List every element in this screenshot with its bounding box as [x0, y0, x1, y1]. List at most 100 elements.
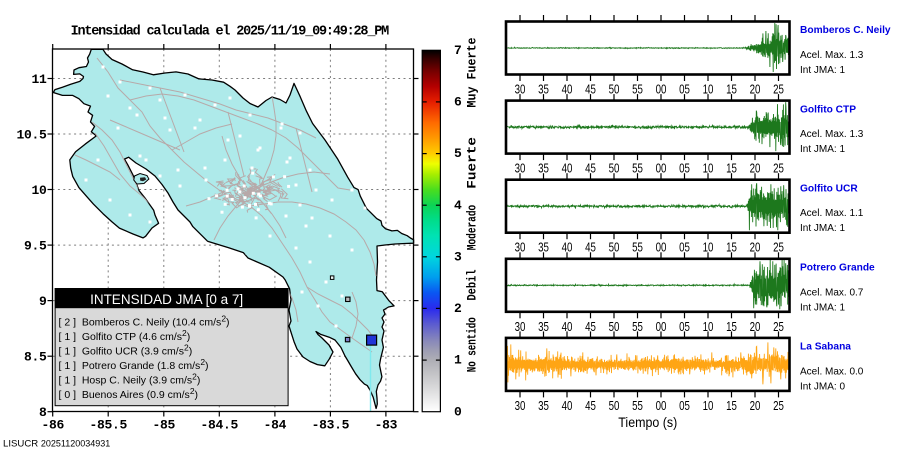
svg-text:10: 10: [703, 161, 714, 176]
svg-text:05: 05: [679, 161, 690, 176]
svg-text:40: 40: [562, 82, 573, 97]
svg-text:55: 55: [632, 82, 643, 97]
svg-text:05: 05: [679, 240, 690, 255]
svg-text:10: 10: [31, 183, 47, 198]
svg-text:45: 45: [585, 161, 596, 176]
svg-text:15: 15: [726, 319, 737, 334]
svg-text:Fuerte: Fuerte: [466, 137, 480, 189]
svg-text:50: 50: [609, 240, 620, 255]
svg-text:-83: -83: [375, 418, 398, 433]
svg-text:00: 00: [656, 240, 667, 255]
svg-text:0: 0: [454, 404, 462, 419]
svg-text:8.5: 8.5: [24, 350, 47, 365]
svg-text:Golfito UCR: Golfito UCR: [800, 183, 858, 194]
svg-text:25: 25: [773, 319, 784, 334]
svg-text:Golfito CTP: Golfito CTP: [800, 104, 856, 115]
svg-text:Int JMA: 0: Int JMA: 0: [800, 381, 845, 392]
svg-text:50: 50: [609, 82, 620, 97]
svg-text:15: 15: [726, 82, 737, 97]
svg-text:-85.5: -85.5: [89, 418, 127, 433]
svg-text:55: 55: [632, 240, 643, 255]
svg-text:[ 1 ] Golfito CTP (4.6 cm/s2): [ 1 ] Golfito CTP (4.6 cm/s2): [59, 328, 191, 343]
svg-text:40: 40: [562, 161, 573, 176]
svg-text:25: 25: [773, 161, 784, 176]
svg-text:11: 11: [31, 72, 47, 87]
svg-text:Intensidad calculada el 2025/1: Intensidad calculada el 2025/11/19_09:49…: [71, 24, 390, 39]
svg-text:20: 20: [750, 240, 761, 255]
svg-text:8: 8: [39, 405, 47, 420]
svg-text:30: 30: [515, 240, 526, 255]
svg-text:20: 20: [750, 82, 761, 97]
svg-text:Int JMA: 1: Int JMA: 1: [800, 302, 845, 313]
svg-text:7: 7: [454, 43, 462, 58]
svg-text:40: 40: [562, 319, 573, 334]
svg-text:[ 1 ] Hosp C. Neily (3.9 cm/s: [ 1 ] Hosp C. Neily (3.9 cm/s2): [59, 372, 201, 387]
svg-text:[ 2 ] Bomberos C. Neily (10.4: [ 2 ] Bomberos C. Neily (10.4 cm/s2): [59, 313, 230, 328]
svg-text:15: 15: [726, 398, 737, 413]
svg-text:5: 5: [454, 146, 462, 161]
svg-text:45: 45: [585, 82, 596, 97]
svg-text:[ 0 ] Buenos Aires (0.9 cm/s2: [ 0 ] Buenos Aires (0.9 cm/s2): [59, 386, 199, 401]
svg-text:-85: -85: [153, 418, 176, 433]
svg-text:Acel. Max. 1.3: Acel. Max. 1.3: [800, 50, 864, 61]
svg-text:LISUCR 20251120034931: LISUCR 20251120034931: [3, 439, 110, 450]
svg-text:00: 00: [656, 398, 667, 413]
svg-text:50: 50: [609, 161, 620, 176]
svg-text:Acel. Max. 0.7: Acel. Max. 0.7: [800, 287, 864, 298]
svg-text:10: 10: [703, 240, 714, 255]
svg-text:La Sabana: La Sabana: [800, 342, 851, 353]
svg-text:Muy Fuerte: Muy Fuerte: [466, 38, 480, 108]
svg-text:9: 9: [39, 294, 47, 309]
svg-text:40: 40: [562, 240, 573, 255]
svg-text:-84.5: -84.5: [201, 418, 239, 433]
svg-text:35: 35: [538, 240, 549, 255]
svg-text:[ 1 ] Potrero Grande (1.8 cm/: [ 1 ] Potrero Grande (1.8 cm/s2): [59, 357, 209, 372]
svg-text:Moderado: Moderado: [466, 205, 480, 250]
svg-text:Acel. Max. 1.3: Acel. Max. 1.3: [800, 129, 864, 140]
svg-text:05: 05: [679, 398, 690, 413]
svg-text:10: 10: [703, 82, 714, 97]
svg-text:55: 55: [632, 398, 643, 413]
svg-text:20: 20: [750, 319, 761, 334]
svg-text:6: 6: [454, 95, 462, 110]
svg-text:35: 35: [538, 398, 549, 413]
svg-text:10.5: 10.5: [16, 128, 47, 143]
svg-text:Int JMA: 1: Int JMA: 1: [800, 65, 845, 76]
svg-text:35: 35: [538, 82, 549, 97]
svg-text:25: 25: [773, 398, 784, 413]
svg-text:30: 30: [515, 82, 526, 97]
svg-text:25: 25: [773, 82, 784, 97]
svg-text:45: 45: [585, 319, 596, 334]
svg-text:Int JMA: 1: Int JMA: 1: [800, 223, 845, 234]
svg-text:Tiempo (s): Tiempo (s): [618, 415, 677, 430]
svg-text:1: 1: [454, 353, 462, 368]
svg-text:No sentido: No sentido: [466, 317, 480, 372]
svg-text:00: 00: [656, 82, 667, 97]
svg-text:30: 30: [515, 398, 526, 413]
svg-text:3: 3: [454, 249, 462, 264]
svg-text:35: 35: [538, 319, 549, 334]
svg-text:45: 45: [585, 240, 596, 255]
svg-text:40: 40: [562, 398, 573, 413]
svg-text:Potrero Grande: Potrero Grande: [800, 263, 875, 274]
svg-text:30: 30: [515, 161, 526, 176]
svg-text:45: 45: [585, 398, 596, 413]
svg-text:15: 15: [726, 240, 737, 255]
svg-text:55: 55: [632, 161, 643, 176]
svg-text:Bomberos C. Neily: Bomberos C. Neily: [800, 25, 891, 36]
svg-text:[ 1 ] Golfito UCR (3.9 cm/s2): [ 1 ] Golfito UCR (3.9 cm/s2): [59, 342, 193, 357]
svg-text:35: 35: [538, 161, 549, 176]
svg-text:4: 4: [454, 198, 462, 213]
svg-text:10: 10: [703, 398, 714, 413]
svg-text:30: 30: [515, 319, 526, 334]
svg-text:Acel. Max. 1.1: Acel. Max. 1.1: [800, 208, 864, 219]
svg-text:Debil: Debil: [466, 269, 480, 300]
svg-text:55: 55: [632, 319, 643, 334]
svg-text:2: 2: [454, 301, 462, 316]
svg-text:50: 50: [609, 398, 620, 413]
svg-text:05: 05: [679, 319, 690, 334]
svg-text:Acel. Max. 0.0: Acel. Max. 0.0: [800, 366, 864, 377]
svg-text:00: 00: [656, 161, 667, 176]
svg-text:50: 50: [609, 319, 620, 334]
svg-text:Int JMA: 1: Int JMA: 1: [800, 144, 845, 155]
